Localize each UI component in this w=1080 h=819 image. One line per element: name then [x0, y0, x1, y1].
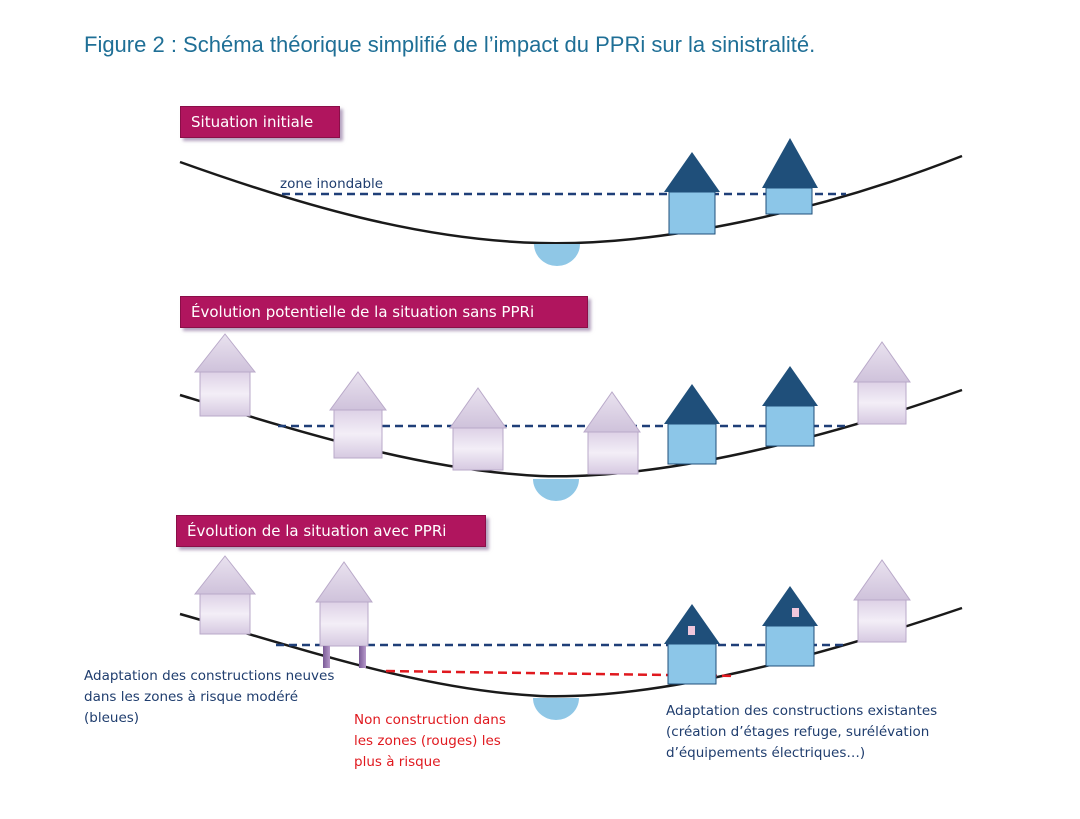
note-line: plus à risque — [354, 754, 441, 770]
exposed-house-icon — [762, 138, 818, 215]
exposed-house-icon — [664, 604, 720, 685]
stilts-icon — [359, 646, 366, 668]
note-existing-construction-adaptation: Adaptation des constructions existantes … — [666, 701, 937, 764]
river-icon — [533, 698, 579, 720]
flood-zone-label: zone inondable — [280, 176, 383, 192]
note-line: Non construction dans — [354, 712, 506, 728]
safe-house-icon — [329, 371, 387, 459]
safe-house-icon — [449, 387, 507, 471]
note-line: les zones (rouges) les — [354, 733, 501, 749]
refuge-window-icon — [792, 608, 799, 617]
exposed-house-icon — [664, 384, 720, 465]
panel-initial-label: Situation initiale — [180, 106, 340, 138]
safe-house-icon — [193, 555, 257, 635]
panel-with-ppri-label: Évolution de la situation avec PPRi — [176, 515, 486, 547]
panel-without-ppri-label: Évolution potentielle de la situation sa… — [180, 296, 588, 328]
refuge-window-icon — [688, 626, 695, 635]
ground-line — [179, 606, 963, 698]
note-no-construction-red-zones: Non construction dans les zones (rouges)… — [354, 710, 506, 773]
panel-without-ppri — [179, 333, 963, 501]
ground-line — [179, 154, 963, 245]
safe-house-icon — [853, 559, 911, 643]
note-new-construction-blue-zones: Adaptation des constructions neuves dans… — [84, 666, 334, 729]
safe-house-icon — [853, 341, 911, 425]
exposed-house-icon — [762, 366, 818, 447]
note-line: d’équipements électriques…) — [666, 745, 866, 761]
note-line: Adaptation des constructions existantes — [666, 703, 938, 719]
exposed-house-icon — [664, 152, 720, 235]
safe-house-icon — [193, 333, 257, 417]
note-line: dans les zones à risque modéré — [84, 689, 299, 705]
exposed-house-icon — [762, 586, 818, 667]
red-zone-line — [385, 669, 737, 678]
stilts-icon — [323, 646, 330, 668]
note-line: (création d’étages refuge, surélévation — [666, 724, 930, 740]
safe-house-icon — [583, 391, 641, 475]
ground-line — [179, 388, 963, 478]
note-line: Adaptation des constructions neuves — [84, 668, 335, 684]
figure-title: Figure 2 : Schéma théorique simplifié de… — [84, 32, 816, 57]
panel-initial: zone inondable — [179, 138, 963, 266]
stilted-house-icon — [315, 561, 373, 668]
panel-with-ppri — [179, 555, 963, 720]
river-icon — [534, 244, 580, 266]
note-line: (bleues) — [84, 710, 140, 726]
river-icon — [533, 479, 579, 501]
